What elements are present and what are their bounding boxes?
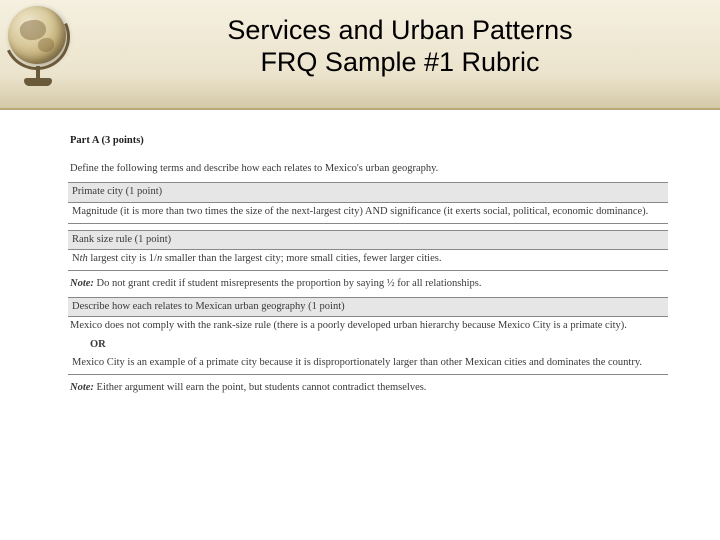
rank-size-definition: Nth largest city is 1/n smaller than the… xyxy=(68,250,668,271)
rank-def-part: smaller than the largest city; more smal… xyxy=(162,253,441,264)
note-label: Note: xyxy=(70,278,94,289)
primate-city-label: Primate city (1 point) xyxy=(68,182,668,202)
note-label: Note: xyxy=(70,382,94,393)
primate-city-definition: Magnitude (it is more than two times the… xyxy=(68,203,668,224)
title-line-1: Services and Urban Patterns xyxy=(120,14,680,46)
part-a-heading: Part A (3 points) xyxy=(68,130,668,154)
rank-def-part: largest city is 1/ xyxy=(88,253,157,264)
rank-def-italic: th xyxy=(80,253,88,264)
relate-option-2: Mexico City is an example of a primate c… xyxy=(68,354,668,375)
note-2: Note: Either argument will earn the poin… xyxy=(68,375,668,401)
rubric-table: Part A (3 points) Define the following t… xyxy=(68,130,668,401)
rank-def-part: N xyxy=(72,253,80,264)
slide-title: Services and Urban Patterns FRQ Sample #… xyxy=(120,14,680,79)
note-1: Note: Do not grant credit if student mis… xyxy=(68,271,668,297)
rank-size-label: Rank size rule (1 point) xyxy=(68,230,668,250)
note-text: Either argument will earn the point, but… xyxy=(94,382,427,393)
part-a-intro: Define the following terms and describe … xyxy=(68,160,668,182)
slide-header: Services and Urban Patterns FRQ Sample #… xyxy=(0,0,720,110)
title-line-2: FRQ Sample #1 Rubric xyxy=(120,46,680,78)
globe-icon xyxy=(8,6,78,96)
relate-label: Describe how each relates to Mexican urb… xyxy=(68,297,668,317)
note-text: Do not grant credit if student misrepres… xyxy=(94,278,482,289)
or-label: OR xyxy=(68,336,668,354)
relate-option-1: Mexico does not comply with the rank-siz… xyxy=(68,317,668,335)
